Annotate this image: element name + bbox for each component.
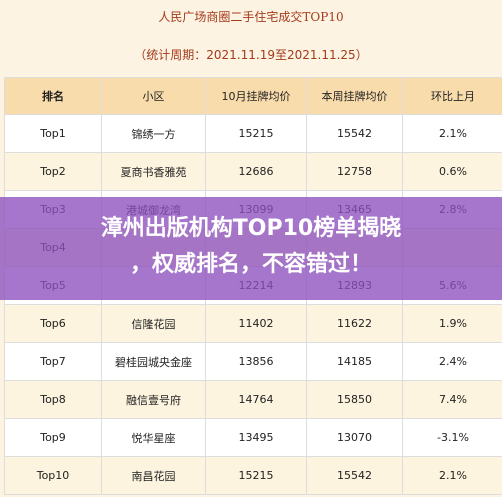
subtitle: （统计周期：2021.11.19至2021.11.25） — [134, 48, 368, 62]
title: 人民广场商圈二手住宅成交TOP10 — [158, 10, 344, 24]
cell: 15542 — [306, 114, 403, 153]
cell: 14764 — [205, 380, 307, 419]
cell: -3.1% — [402, 418, 502, 457]
cell: 15215 — [205, 456, 307, 495]
cell: 14185 — [306, 342, 403, 381]
row: Top6 信隆花园 11402 11622 1.9% — [4, 304, 502, 343]
row: Top9 悦华星座 13495 13070 -3.1% — [4, 418, 502, 457]
header-row: 排名 小区 10月挂牌均价 本周挂牌均价 环比上月 — [4, 77, 502, 115]
cell: 碧桂园城央金座 — [101, 342, 206, 381]
cell: 12758 — [306, 152, 403, 191]
cell: 13495 — [205, 418, 307, 457]
cell: 13856 — [205, 342, 307, 381]
cell: Top7 — [4, 342, 102, 381]
banner: 漳州出版机构TOP10榜单揭晓 ，权威排名，不容错过！ — [0, 197, 502, 300]
cell: 融信壹号府 — [101, 380, 206, 419]
cell: 7.4% — [402, 380, 502, 419]
cell: Top6 — [4, 304, 102, 343]
cell: 15542 — [306, 456, 403, 495]
cell: Top8 — [4, 380, 102, 419]
cell: Top10 — [4, 456, 102, 495]
cell: 悦华星座 — [101, 418, 206, 457]
cell: 12686 — [205, 152, 307, 191]
column-header: 10月挂牌均价 — [205, 77, 307, 115]
cell: 锦绣一方 — [101, 114, 206, 153]
cell: 夏商书香雅苑 — [101, 152, 206, 191]
cell: Top9 — [4, 418, 102, 457]
column-header: 本周挂牌均价 — [306, 77, 403, 115]
cell: 2.1% — [402, 114, 502, 153]
banner-line: ，权威排名，不容错过！ — [129, 252, 372, 277]
cell: 11402 — [205, 304, 307, 343]
cell: 信隆花园 — [101, 304, 206, 343]
cell: 南昌花园 — [101, 456, 206, 495]
banner-line: 漳州出版机构TOP10榜单揭晓 — [100, 216, 402, 241]
cell: 15850 — [306, 380, 403, 419]
cell: 1.9% — [402, 304, 502, 343]
cell: 0.6% — [402, 152, 502, 191]
cell: 2.4% — [402, 342, 502, 381]
column-header: 环比上月 — [402, 77, 502, 115]
row: Top7 碧桂园城央金座 13856 14185 2.4% — [4, 342, 502, 381]
cell: 15215 — [205, 114, 307, 153]
row: Top10 南昌花园 15215 15542 2.1% — [4, 456, 502, 495]
cell: Top2 — [4, 152, 102, 191]
cell: 2.1% — [402, 456, 502, 495]
column-header: 排名 — [4, 77, 102, 115]
cell: 11622 — [306, 304, 403, 343]
cell: 13070 — [306, 418, 403, 457]
column-header: 小区 — [101, 77, 206, 115]
row: Top8 融信壹号府 14764 15850 7.4% — [4, 380, 502, 419]
row: Top2 夏商书香雅苑 12686 12758 0.6% — [4, 152, 502, 191]
row: Top1 锦绣一方 15215 15542 2.1% — [4, 114, 502, 153]
cell: Top1 — [4, 114, 102, 153]
